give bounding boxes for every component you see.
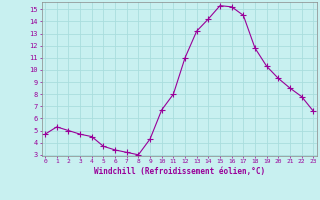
X-axis label: Windchill (Refroidissement éolien,°C): Windchill (Refroidissement éolien,°C) — [94, 167, 265, 176]
